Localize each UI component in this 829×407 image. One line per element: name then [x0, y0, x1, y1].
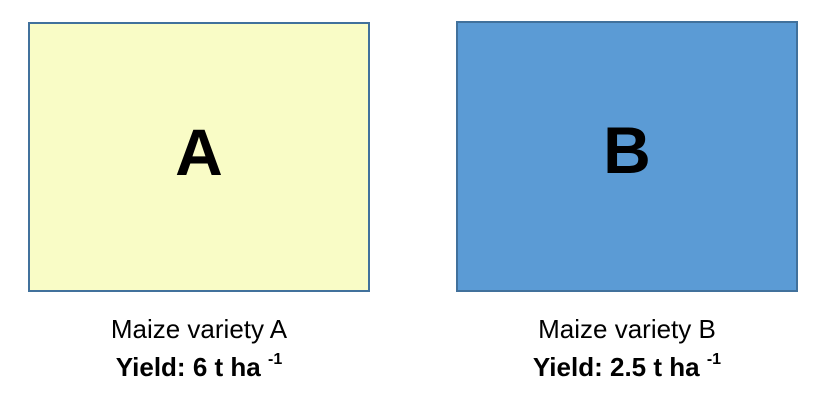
variety-a-name: Maize variety A: [110, 314, 288, 344]
plot-b-letter: B: [603, 112, 651, 187]
yield-a-value: 6: [192, 352, 208, 382]
plot-a-letter: A: [175, 115, 223, 189]
maize-plot-b: B: [456, 21, 798, 292]
yield-a-label: Yield:: [115, 352, 186, 382]
yield-a-unit: t ha: [214, 352, 261, 382]
plot-b-caption: Maize variety B Yield: 2.5 t ha -1: [456, 316, 798, 380]
yield-b-unit-exponent: -1: [706, 351, 722, 368]
yield-a-unit-exponent: -1: [268, 351, 283, 368]
maize-plot-a: A: [28, 22, 370, 292]
yield-b-value: 2.5: [609, 352, 647, 382]
yield-b-unit: t ha: [653, 352, 700, 382]
variety-a-yield: Yield: 6 t ha -1: [28, 351, 370, 382]
variety-b-name: Maize variety B: [538, 314, 716, 344]
plot-a-caption: Maize variety A Yield: 6 t ha -1: [28, 316, 370, 380]
yield-b-label: Yield:: [532, 352, 603, 382]
variety-b-yield: Yield: 2.5 t ha -1: [456, 351, 798, 382]
